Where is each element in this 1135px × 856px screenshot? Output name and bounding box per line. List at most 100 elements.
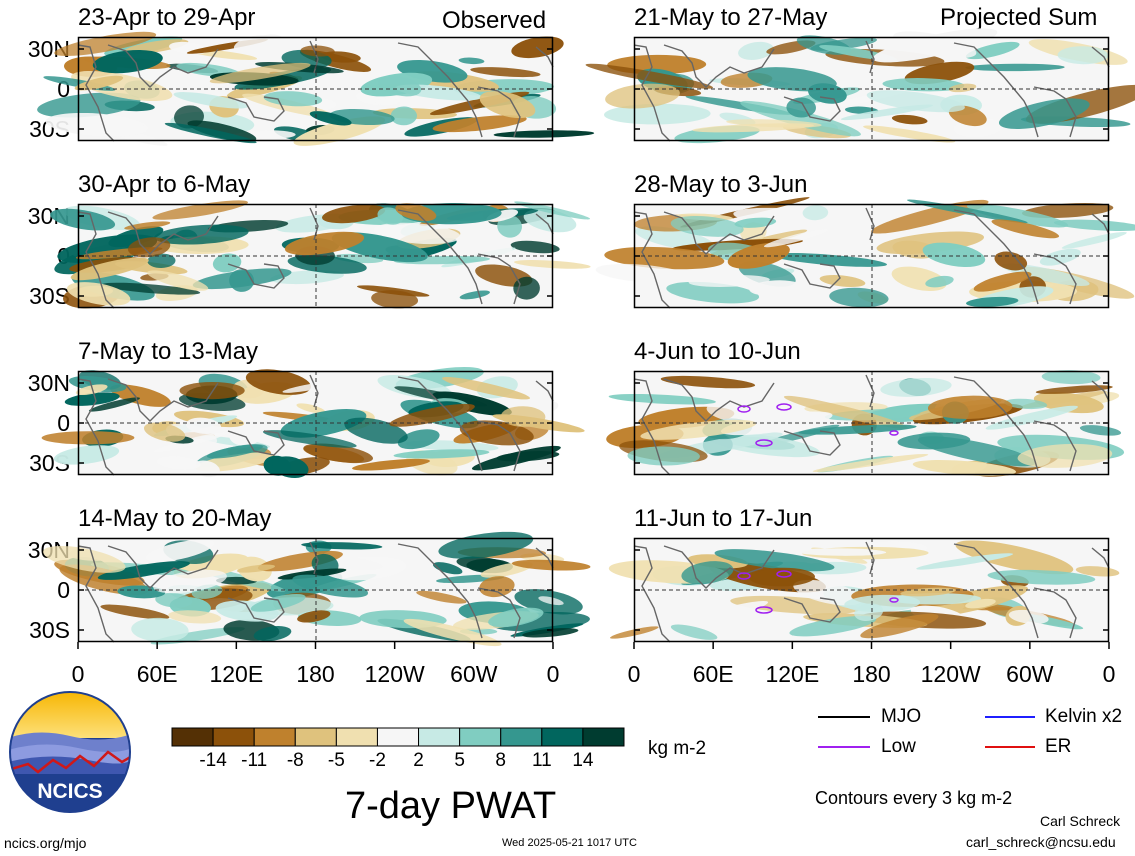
panel-title: 23-Apr to 29-Apr [78,4,256,31]
anomaly-blob [378,75,422,97]
anomaly-blob [966,203,1069,228]
latitude-label: 0 [57,577,70,603]
ncics-link[interactable]: ncics.org/mjo [4,835,87,851]
anomaly-blob [511,36,564,59]
coastline [77,211,115,309]
anomaly-blob [522,628,579,638]
anomaly-blob [471,445,561,471]
anomaly-blob [854,603,884,622]
coastline [783,430,841,456]
anomaly-blob [250,594,306,612]
coastline [1033,420,1077,472]
anomaly-blob [906,199,1028,224]
anomaly-blob [43,545,126,573]
anomaly-blob [458,57,485,65]
anomaly-blob [236,564,276,573]
anomaly-blob [173,92,248,109]
coastline [663,211,775,255]
coastline [1033,86,1077,138]
coastline [77,378,115,476]
coastline [633,211,671,309]
anomaly-blob [97,561,191,580]
colorbar [171,727,625,747]
anomaly-blob [500,406,546,428]
coastline [783,96,841,122]
anomaly-blob [1033,392,1104,414]
coastline [663,545,775,589]
anomaly-blob [998,98,1090,129]
colorbar-tick-label: 2 [413,750,424,771]
anomaly-blob [538,596,564,606]
anomaly-blob [127,237,171,258]
anomaly-blob [605,83,680,109]
anomaly-blob [812,453,929,473]
coastline [1091,213,1110,235]
coastline [783,263,841,289]
anomaly-blob [459,290,490,300]
heatmap-panel [595,197,1135,309]
anomaly-blob [863,125,956,143]
anomaly-blob [486,209,519,222]
latitude-label: 30N [27,370,70,396]
coastline [397,376,483,472]
anomaly-blob [374,98,403,106]
longitude-label: 60W [1006,661,1054,687]
anomaly-blob [1021,202,1114,219]
coastline [535,547,554,569]
anomaly-blob [1004,398,1048,410]
colorbar-swatch [541,727,584,747]
anomaly-blob [627,446,700,466]
anomaly-blob [738,41,774,60]
coastline [1091,547,1110,569]
anomaly-blob [789,615,877,637]
panel-title: 14-May to 20-May [78,505,272,532]
coastline [953,42,1039,138]
coastline [107,545,219,589]
anomaly-blob [50,208,116,231]
heatmap-panel [43,531,591,649]
anomaly-blob [262,430,357,448]
anomaly-blob [394,386,488,407]
coastline [77,44,115,142]
anomaly-blob [771,252,888,267]
longitude-label: 0 [546,661,560,687]
anomaly-blob [927,395,1013,419]
anomaly-blob [666,600,769,631]
anomaly-blob [416,590,467,604]
coastline [865,40,875,74]
colorbar-swatch [171,727,214,747]
anomaly-blob [206,444,263,459]
anomaly-blob [948,83,977,93]
anomaly-blob [497,214,522,238]
legend-label-low: Low [881,736,916,757]
colorbar-tick-label: 11 [531,750,552,771]
anomaly-blob [292,574,369,598]
author-name: Carl Schreck [1040,813,1121,829]
coastline [1091,46,1110,68]
anomaly-blob [233,35,276,54]
anomaly-blob [145,539,215,562]
anomaly-blob [71,71,173,101]
coastline [535,46,554,68]
low-contour [889,430,899,436]
anomaly-blob [432,115,527,133]
longitude-label: 120E [209,661,264,687]
anomaly-blob [1001,263,1090,286]
coastline [1033,253,1077,305]
low-contour [737,572,751,580]
anomaly-blob [284,231,365,256]
anomaly-blob [912,460,1017,476]
anomaly-blob [143,422,186,442]
anomaly-blob [987,569,1096,585]
legend-label-er: ER [1045,736,1072,757]
anomaly-blob [41,431,135,445]
anomaly-blob [37,92,141,118]
author-email[interactable]: carl_schreck@ncsu.edu [966,834,1116,850]
anomaly-blob [796,548,887,556]
anomaly-blob [670,215,744,237]
colorbar-swatch [294,727,337,747]
colorbar-swatch [418,727,461,747]
anomaly-blob [734,217,777,228]
anomaly-blob [1017,443,1113,468]
coastline [477,253,521,305]
